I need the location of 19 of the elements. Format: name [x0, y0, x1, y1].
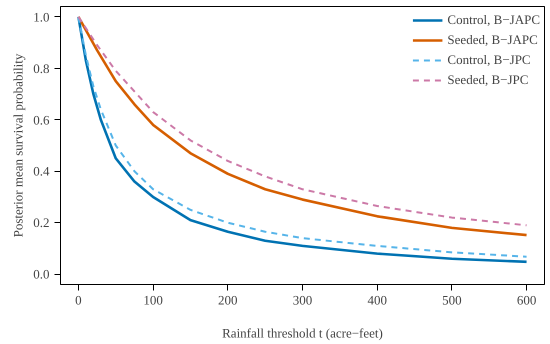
legend-label: Control, B−JPC [447, 52, 531, 68]
y-axis-title: Posterior mean survival probability [10, 53, 26, 238]
legend-label: Control, B−JAPC [447, 12, 540, 28]
x-tick-label: 0 [75, 292, 82, 308]
y-tick-label: 0.0 [33, 266, 50, 282]
y-tick-label: 1.0 [33, 9, 50, 24]
y-tick-label: 0.6 [33, 112, 50, 128]
x-tick-label: 100 [143, 292, 163, 308]
legend-label: Seeded, B−JPC [447, 72, 528, 88]
y-tick-label: 0.2 [33, 215, 50, 230]
x-tick-label: 600 [516, 292, 536, 308]
legend-label: Seeded, B−JAPC [447, 32, 538, 48]
y-tick-label: 0.4 [33, 164, 50, 179]
x-tick-label: 500 [442, 292, 462, 308]
x-tick-label: 200 [218, 292, 238, 308]
x-tick-label: 300 [292, 292, 312, 308]
x-tick-label: 400 [367, 292, 387, 308]
y-tick-label: 0.8 [33, 60, 50, 76]
x-axis-title: Rainfall threshold t (acre−feet) [222, 326, 383, 340]
